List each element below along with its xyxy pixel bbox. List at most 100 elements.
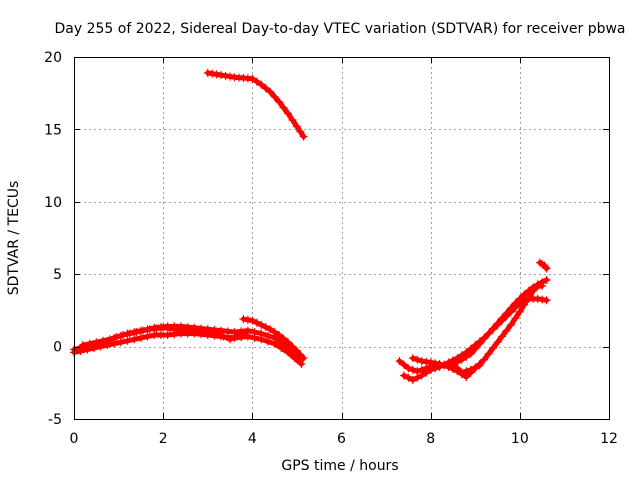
data-point: [404, 373, 413, 382]
y-tick-label: 10: [44, 195, 62, 211]
data-point: [297, 359, 306, 368]
data-point: [266, 325, 275, 334]
data-point: [506, 307, 515, 316]
data-point: [257, 80, 266, 89]
data-point: [90, 344, 99, 353]
data-point: [288, 115, 297, 124]
data-point: [266, 87, 275, 96]
chart-title: Day 255 of 2022, Sidereal Day-to-day VTE…: [54, 21, 625, 37]
data-point: [538, 295, 547, 304]
data-point: [123, 336, 132, 345]
data-point: [203, 68, 212, 77]
data-point: [484, 329, 493, 338]
data-point: [538, 278, 547, 287]
x-tick-label: 8: [426, 431, 435, 447]
y-axis-label: SDTVAR / TECUs: [6, 181, 22, 296]
data-point: [243, 315, 252, 324]
data-point: [150, 331, 159, 340]
y-tick-label: 0: [53, 340, 62, 356]
data-point: [132, 328, 141, 337]
data-point: [542, 264, 551, 273]
data-points: [70, 68, 551, 384]
data-point: [480, 355, 489, 364]
data-point: [270, 339, 279, 348]
data-point: [284, 338, 292, 347]
data-point: [125, 329, 134, 338]
data-point: [413, 355, 422, 364]
data-point: [139, 326, 148, 335]
data-point: [221, 71, 230, 80]
data-point: [257, 335, 266, 344]
data-point: [413, 373, 422, 382]
data-point: [292, 346, 301, 355]
data-point: [275, 97, 284, 106]
data-point: [471, 341, 480, 350]
data-point: [212, 329, 221, 338]
data-point: [511, 314, 520, 323]
data-point: [453, 354, 462, 363]
data-point: [498, 316, 506, 325]
data-point: [163, 331, 172, 340]
data-point: [98, 336, 107, 345]
data-point: [426, 358, 435, 367]
data-point: [422, 368, 431, 377]
data-point: [152, 324, 161, 333]
data-point: [299, 132, 308, 141]
data-point: [462, 348, 471, 357]
data-point: [96, 342, 105, 351]
data-point: [533, 294, 542, 303]
data-point: [466, 365, 475, 374]
data-point: [275, 331, 284, 340]
data-point: [199, 328, 208, 337]
data-point: [252, 318, 261, 327]
data-point: [480, 333, 489, 342]
data-point: [172, 325, 181, 334]
data-point: [462, 367, 471, 376]
data-point: [457, 351, 466, 360]
data-point: [239, 315, 248, 324]
data-point: [248, 74, 257, 83]
data-point: [112, 333, 121, 342]
data-point: [489, 344, 498, 353]
y-tick-label: -5: [48, 412, 62, 428]
data-point: [270, 92, 279, 101]
data-point: [466, 344, 475, 353]
data-point: [453, 364, 462, 373]
data-point: [506, 320, 515, 329]
data-point: [408, 375, 417, 384]
data-point: [440, 361, 449, 370]
data-point: [248, 316, 257, 325]
data-point: [179, 325, 188, 334]
data-point: [284, 109, 292, 118]
data-point: [208, 69, 217, 78]
data-point: [296, 127, 305, 136]
data-point: [217, 71, 226, 80]
x-tick-label: 4: [248, 431, 257, 447]
data-point: [78, 341, 87, 350]
data-point: [277, 344, 286, 353]
data-point: [542, 275, 551, 284]
x-tick-label: 12: [600, 431, 618, 447]
data-point: [165, 324, 174, 333]
data-point: [92, 338, 101, 347]
data-point: [408, 354, 417, 363]
data-point: [145, 325, 154, 334]
data-point: [76, 346, 85, 355]
data-point: [484, 349, 493, 358]
data-point: [542, 296, 551, 305]
data-point: [520, 300, 529, 309]
data-point: [502, 312, 511, 321]
data-point: [395, 357, 404, 366]
data-point: [399, 371, 408, 380]
data-point: [404, 364, 413, 373]
data-point: [457, 368, 466, 377]
data-point: [250, 333, 259, 342]
grid-lines: [74, 57, 609, 419]
data-point: [263, 337, 272, 346]
data-point: [270, 328, 279, 337]
data-point: [511, 303, 520, 312]
data-point: [243, 332, 252, 341]
x-axis-label: GPS time / hours: [281, 458, 398, 474]
data-point: [116, 338, 125, 347]
